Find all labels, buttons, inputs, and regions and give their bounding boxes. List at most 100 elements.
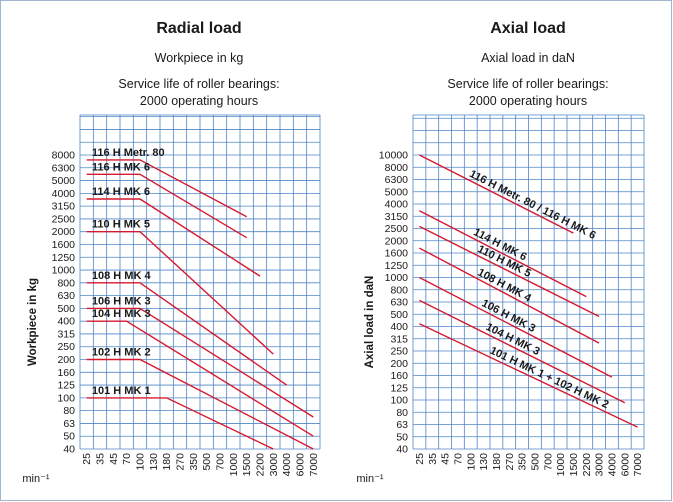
chart-1-series-line [419,276,613,378]
chart-0-x-tick: 7000 [308,453,320,477]
chart-0-x-unit: min⁻¹ [22,473,50,485]
chart-0-y-tick: 80 [63,405,75,417]
chart-1-x-tick: 35 [427,453,439,465]
chart-1-y-axis-label: Axial load in daN [364,276,376,369]
chart-1-group: Axial load Axial load in daN Service life … [356,20,645,485]
chart-0-y-axis-label: Workpiece in kg [27,278,39,366]
chart-0-x-tick: 180 [161,453,173,471]
chart-1-title: Axial load [490,20,566,37]
chart-0-y-tick: 8000 [52,150,76,162]
chart-1-y-tick: 315 [390,333,408,345]
chart-1-subtitle: Axial load in daN [481,51,575,65]
chart-0-y-tick: 3150 [52,201,76,213]
chart-0-note-line1: Service life of roller bearings: [118,77,279,91]
chart-1-y-tick: 1600 [385,248,409,260]
chart-0-series-label: 101 H MK 1 [92,385,151,397]
chart-0-y-tick: 50 [63,431,75,443]
chart-1-y-tick: 160 [390,370,408,382]
chart-1-note-line1: Service life of roller bearings: [447,77,608,91]
chart-0-x-tick: 100 [135,453,147,471]
chart-1-note-line2: 2000 operating hours [469,94,587,108]
chart-1-x-tick: 45 [440,453,452,465]
chart-0-x-tick: 1000 [228,453,240,477]
chart-1-y-tick: 2000 [385,235,409,247]
chart-0-series-line [86,307,314,418]
chart-1-x-tick: 3000 [594,453,606,477]
chart-1-x-tick: 1500 [568,453,580,477]
chart-1-y-tick: 8000 [385,162,409,174]
chart-1-y-tick: 5000 [385,186,409,198]
chart-0-series-label: 106 H MK 3 [92,295,151,307]
chart-1-series-line [419,225,600,318]
chart-0-y-tick: 1600 [52,239,76,251]
chart-0-group: Radial load Workpiece in kg Service life o… [22,20,321,485]
chart-0-y-tick: 40 [63,444,75,456]
chart-0-y-tick: 200 [57,354,75,366]
chart-1-y-tick: 80 [396,407,408,419]
chart-0-x-tick: 3000 [268,453,280,477]
chart-0-x-tick: 500 [201,453,213,471]
chart-0-y-tick: 4000 [52,188,76,200]
chart-1-y-tick: 63 [396,419,408,431]
chart-1-series-line [419,323,638,428]
chart-0-y-tick: 160 [57,367,75,379]
chart-0-subtitle: Workpiece in kg [155,51,244,65]
chart-1-y-tick: 250 [390,346,408,358]
chart-0-y-tick: 63 [63,418,75,430]
chart-1-series-line [419,210,587,298]
chart-0-grid [79,114,321,450]
chart-0-series-label: 110 H MK 5 [92,219,150,231]
chart-1-y-tick: 500 [390,309,408,321]
chart-0-y-tick: 6300 [52,162,76,174]
chart-1-x-tick: 100 [465,453,477,471]
chart-1-x-unit: min⁻¹ [356,473,384,485]
chart-0-y-tick: 800 [57,277,75,289]
chart-0-y-tick: 2000 [52,226,76,238]
chart-0-y-tick: 250 [57,341,75,353]
chart-1-x-tick: 7000 [632,453,644,477]
chart-0-note-line2: 2000 operating hours [140,94,258,108]
chart-0-series-line [86,282,288,386]
chart-0-y-tick: 500 [57,303,75,315]
chart-1-series-label: 101 H MK 1 + 102 H MK 2 [488,345,611,411]
chart-0-series-line [86,198,261,277]
chart-0-series-line [86,358,314,450]
chart-0-y-tick: 1000 [52,265,76,277]
chart-1-x-tick: 4000 [606,453,618,477]
chart-1-x-tick: 350 [517,453,529,471]
chart-1-x-tick: 70 [452,453,464,465]
chart-0-x-tick: 70 [121,453,133,465]
chart-1-y-tick: 2500 [385,223,409,235]
chart-0-x-tick: 350 [188,453,200,471]
chart-1-y-tick: 630 [390,297,408,309]
chart-1-y-tick: 800 [390,284,408,296]
chart-1-x-tick: 6000 [619,453,631,477]
chart-0-y-tick: 315 [57,328,75,340]
chart-1-y-tick: 6300 [385,174,409,186]
chart-0-series-label: 116 H MK 6 [92,161,150,173]
chart-1-y-tick: 40 [396,444,408,456]
chart-0-y-tick: 2500 [52,213,76,225]
chart-0-x-tick: 25 [81,453,93,465]
chart-1-y-tick: 400 [390,321,408,333]
chart-1-series-line [419,154,574,234]
chart-0-y-tick: 1250 [52,252,76,264]
chart-1-x-tick: 270 [504,453,516,471]
chart-0-title: Radial load [156,20,241,37]
chart-1-y-tick: 100 [390,395,408,407]
chart-0-x-tick: 6000 [295,453,307,477]
chart-1-x-tick: 25 [414,453,426,465]
chart-1-x-tick: 180 [491,453,503,471]
chart-0-y-tick: 400 [57,316,75,328]
chart-0-y-tick: 125 [57,380,75,392]
chart-0-series-line [86,320,314,437]
chart-0-series-line [86,397,274,450]
chart-0-x-tick: 45 [108,453,120,465]
chart-1-x-tick: 700 [542,453,554,471]
chart-0-series-label: 102 H MK 2 [92,347,151,359]
chart-1-x-tick: 1000 [555,453,567,477]
chart-1-y-tick: 1250 [385,260,409,272]
chart-0-x-tick: 4000 [281,453,293,477]
chart-1-series-line [419,247,600,344]
